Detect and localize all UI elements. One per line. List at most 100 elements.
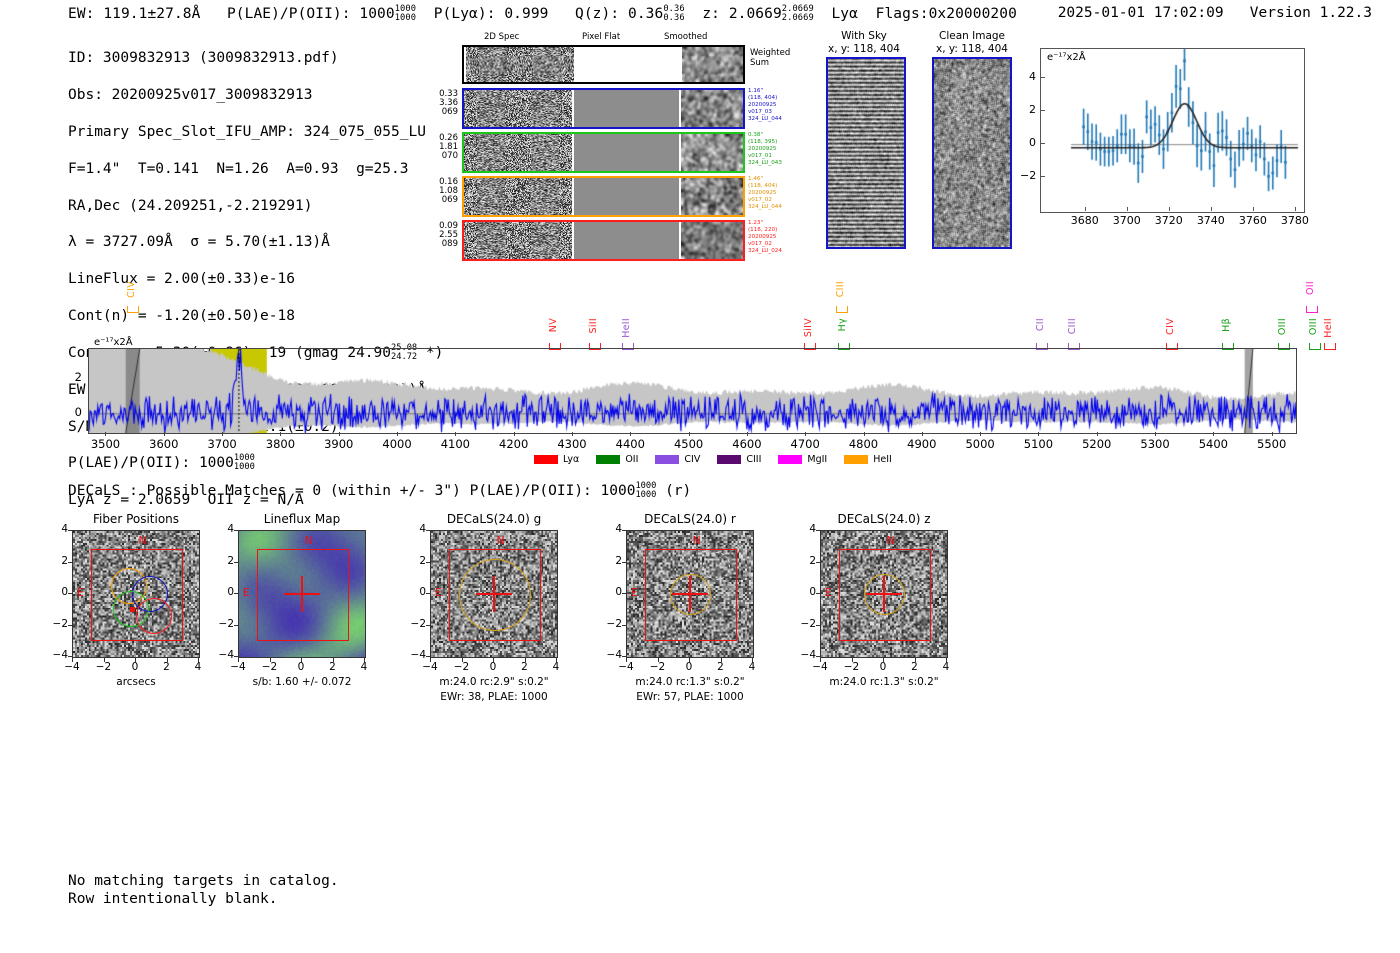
spectrum-xtick-mark [397,432,399,436]
legend-label: Lyα [563,454,580,465]
legend-item-ciii: CIII [717,454,761,465]
crosshair-vertical [301,576,303,612]
decals-ytick-mark [622,593,626,594]
decals-xtick: 4 [942,661,950,673]
decals-ytick-mark [234,593,238,594]
line-profile-xtick: 3720 [1154,214,1183,227]
info-radec: RA,Dec (24.209251,-2.219291) [68,197,313,214]
decals-xtick: 2 [717,661,724,673]
info-lineflux: LineFlux = 2.00(±0.33)e-16 [68,271,295,288]
decals-xtick: 4 [748,661,756,673]
spectrum-line-label-siii: SiII [587,318,599,334]
info-redshifts: LyA z = 2.0659 OII z = N/A [68,492,304,509]
spectrum-xtick: 3500 [90,437,121,451]
decals-ytick-mark [68,593,72,594]
spectrum-xtick-mark [1038,432,1040,436]
compass-north-label: N [496,533,505,547]
decals-xtick: −4 [230,661,246,673]
spectrum-xtick-mark [1213,432,1215,436]
spectrum-line-label-siiv: SiIV [803,318,815,338]
compass-east-label: E [434,586,442,600]
spectrum-line-bracket [126,306,139,313]
decals-xtick-mark [626,658,627,662]
legend-label: HeII [873,454,892,465]
header-plya: P(Lyα): 0.999 [433,5,549,22]
spectrum-ytick: 2 [74,369,82,384]
decals-header-text: DECaLS : Possible Matches = 0 (within +/… [68,482,636,499]
line-profile-xtick: 3680 [1070,214,1099,227]
spec2d-row-weighted-sum [462,45,745,84]
spectrum-xtick-mark [863,432,865,436]
spectrum-xtick-mark [1271,432,1273,436]
aperture-circle [863,573,905,615]
spectrum-legend: Lyα OII CIV CIII MgII HeII [534,454,892,465]
decals-panel-title-2: DECaLS(24.0) g [446,512,542,526]
cutout-clean-image [932,57,1012,249]
info-primary-spec-slot: Primary Spec_Slot_IFU_AMP: 324_075_055_L… [68,124,426,141]
spectrum-xtick: 3700 [207,437,237,451]
decals-xtick-mark [851,658,853,662]
spec2d-weighted-sum-label: Weighted Sum [750,48,791,68]
red-aperture-box [90,548,184,642]
red-aperture-box [644,548,738,642]
compass-north-label: N [304,533,313,547]
decals-xtick-mark [883,658,884,662]
spectrum-xtick: 5200 [1082,437,1112,451]
decals-ytick-mark [816,593,820,594]
line-profile-ytick: 4 [1029,70,1036,84]
decals-ytick: −4 [606,649,622,661]
decals-xtick: 0 [297,661,305,673]
spectrum-xtick-mark [805,432,807,436]
compass-east-label: E [242,586,250,600]
target-marker [130,606,136,612]
decals-header-band: (r) [665,482,692,499]
info-plae: P(LAE)/P(OII): 10001000 1000 [68,453,255,473]
decals-ytick-mark [816,624,820,626]
decals-xtick: 2 [911,661,918,673]
header-version: Version 1.22.3 [1249,5,1372,21]
spectrum-xtick: 4200 [499,437,529,451]
line-profile-xtick-mark [1084,207,1086,211]
decals-panel-caption-0: arcsecs [116,676,156,688]
spec2d-row-4 [462,220,745,261]
red-aperture-box [838,548,932,642]
spectrum-line-label-heii: HeII [1322,318,1334,338]
decals-ytick: −4 [218,649,234,661]
decals-xtick: 2 [521,661,528,673]
spectrum-xtick: 4800 [848,437,879,451]
line-profile-xtick-mark [1210,207,1212,211]
decals-xtick-mark [493,658,494,662]
spec2d-row-2-stats: 0.26 1.81 070 [439,133,458,162]
spec2d-row-3-stats: 0.16 1.08 069 [439,177,458,206]
aperture-circle [669,573,711,615]
decals-ytick-mark [234,530,238,531]
spec2d-row-3 [462,176,745,217]
decals-xtick: 0 [131,661,139,673]
spec2d-row-2-meta: 0.38" (118, 395) 20200925 v017_01 324_LU… [748,132,782,166]
legend-item-lyα: Lyα [534,454,579,465]
cutout-1-coords: x, y: 118, 404 [936,42,1008,55]
spectrum-xtick-mark [163,432,165,436]
red-aperture-box [448,548,542,642]
decals-xtick: −4 [618,661,634,673]
spectrum-xtick: 4600 [732,437,762,451]
spectrum-line-bracket [1308,343,1321,350]
decals-panel-caption-2: m:24.0 rc:2.9" s:0.2" [439,676,549,688]
spectrum-line-bracket [836,306,849,313]
decals-ytick-mark [426,656,430,657]
legend-label: OII [625,454,639,465]
cutout-1-title: Clean Image x, y: 118, 404 [936,30,1008,55]
spectrum-line-label-hγ: Hγ [836,318,848,332]
decals-xtick-mark [461,658,463,662]
legend-label: CIII [746,454,762,465]
compass-east-label: E [630,586,638,600]
decals-panel-title-1: Lineflux Map [263,512,341,526]
decals-ytick-mark [234,656,238,657]
